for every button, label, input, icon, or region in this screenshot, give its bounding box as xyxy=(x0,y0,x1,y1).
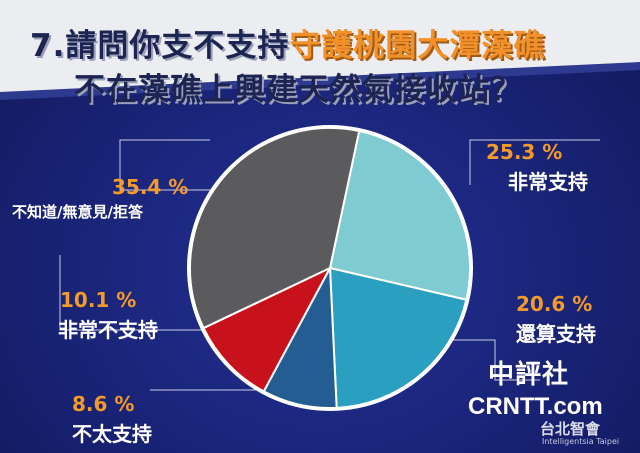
watermark-cn: 中評社 xyxy=(488,360,570,390)
pie-slices xyxy=(187,125,473,411)
slice-value-not-at-all-support: 10.1 % xyxy=(60,288,137,312)
leader-fairly-support xyxy=(450,339,540,381)
slice-value-fairly-support: 20.6 % xyxy=(516,292,593,316)
slice-label-not-at-all-support: 非常不支持 xyxy=(58,318,158,342)
pie-slice-not-at-all-support xyxy=(202,265,333,393)
slice-label-not-really-support: 不太支持 xyxy=(72,422,152,446)
slice-value-not-really-support: 8.6 % xyxy=(72,392,135,416)
leader-lines xyxy=(59,139,600,391)
leader-very-support xyxy=(469,139,600,185)
slice-value-dont-know: 35.4 % xyxy=(112,175,189,199)
leader-dont-know xyxy=(119,139,210,191)
title-line-1: 7.請問你支不支持守護桃園大潭藻礁 xyxy=(30,20,545,65)
watermark-site: CRNTT.com xyxy=(468,393,603,420)
leader-not-at-all-support xyxy=(59,255,205,331)
watermark-brand-en: Intelligentsia Taipei xyxy=(542,437,620,446)
slice-label-fairly-support: 還算支持 xyxy=(516,322,596,346)
pie-slice-fairly-support xyxy=(328,266,468,409)
pie-slice-dont-know xyxy=(189,127,361,330)
title-prefix: 7.請問你支不支持 xyxy=(30,28,290,64)
title-line-2: 不在藻礁上興建天然氣接收站？ xyxy=(74,72,522,108)
watermark-brand: 台北智會 xyxy=(540,420,601,438)
slice-label-very-support: 非常支持 xyxy=(508,170,588,194)
slice-value-very-support: 25.3 % xyxy=(486,140,563,164)
title-highlight: 守護桃園大潭藻礁 xyxy=(289,28,546,64)
slice-label-dont-know: 不知道/無意見/拒答 xyxy=(12,203,143,221)
pie-slice-very-support xyxy=(328,129,471,301)
